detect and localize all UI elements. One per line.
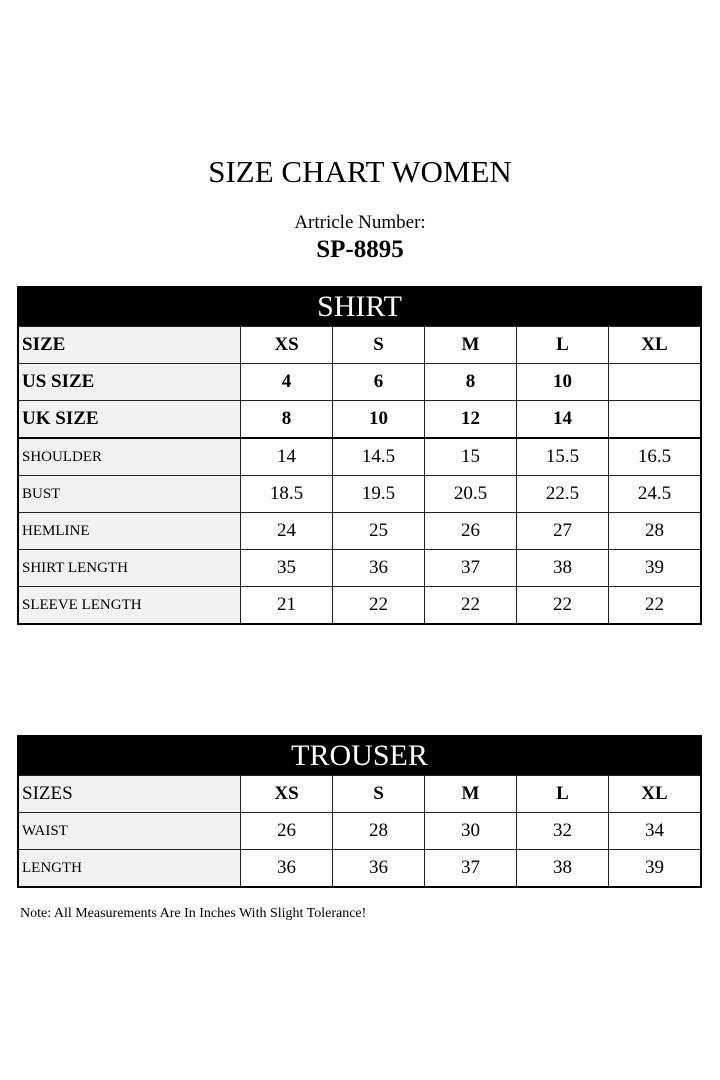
row-label: SLEEVE LENGTH [17,586,241,625]
trouser-heading: TROUSER [18,736,701,776]
table-row: SIZE XS S M L XL [17,326,702,364]
table-cell: 36 [240,849,333,888]
table-cell [608,363,702,401]
row-label: BUST [17,475,241,513]
table-row: SLEEVE LENGTH 21 22 22 22 22 [17,586,702,625]
measurement-note: Note: All Measurements Are In Inches Wit… [20,906,367,921]
page-title: SIZE CHART WOMEN [208,154,512,189]
table-cell: 6 [332,363,425,401]
table-cell: 32 [516,812,609,850]
row-label: HEMLINE [17,512,241,550]
table-cell: 10 [516,363,609,401]
row-label: WAIST [17,812,241,850]
table-cell: 8 [424,363,517,401]
table-cell: 10 [332,400,425,439]
table-cell: 24 [240,512,333,550]
table-cell: M [424,326,517,364]
table-cell: 4 [240,363,333,401]
row-label: LENGTH [17,849,241,888]
table-cell: XS [240,326,333,364]
table-cell: 8 [240,400,333,439]
table-row: US SIZE 4 6 8 10 [17,363,702,401]
table-cell: 28 [608,512,702,550]
table-cell: 19.5 [332,475,425,513]
table-cell: 21 [240,586,333,625]
row-label: SHOULDER [17,437,241,476]
table-cell [608,400,702,439]
table-cell: 14.5 [332,437,425,476]
trouser-size-table: TROUSER SIZES XS S M L XL WAIST 26 28 30 32 34 LENGTH… [17,735,702,888]
table-row: WAIST 26 28 30 32 34 [17,812,702,850]
table-cell: 16.5 [608,437,702,476]
table-cell: 36 [332,549,425,587]
table-cell: S [332,775,425,813]
table-cell: 15.5 [516,437,609,476]
table-cell: 38 [516,549,609,587]
table-cell: XL [608,775,702,813]
table-cell: 22.5 [516,475,609,513]
table-cell: XL [608,326,702,364]
table-cell: L [516,775,609,813]
table-row: SHIRT LENGTH 35 36 37 38 39 [17,549,702,587]
table-cell: 22 [516,586,609,625]
table-cell: 25 [332,512,425,550]
table-cell: 37 [424,849,517,888]
row-label: SIZE [17,326,241,364]
table-cell: XS [240,775,333,813]
table-row: SHOULDER 14 14.5 15 15.5 16.5 [17,437,702,476]
row-label: SHIRT LENGTH [17,549,241,587]
table-row: UK SIZE 8 10 12 14 [17,400,702,439]
article-number: SP-8895 [316,236,404,263]
table-cell: 27 [516,512,609,550]
table-cell: 14 [516,400,609,439]
table-cell: 18.5 [240,475,333,513]
table-cell: L [516,326,609,364]
table-cell: 28 [332,812,425,850]
table-cell: 22 [608,586,702,625]
table-row: HEMLINE 24 25 26 27 28 [17,512,702,550]
table-cell: 30 [424,812,517,850]
table-cell: 12 [424,400,517,439]
table-cell: 39 [608,549,702,587]
table-cell: 26 [240,812,333,850]
row-label: SIZES [17,775,241,813]
table-cell: 35 [240,549,333,587]
table-cell: 20.5 [424,475,517,513]
table-cell: S [332,326,425,364]
table-row: BUST 18.5 19.5 20.5 22.5 24.5 [17,475,702,513]
table-cell: 15 [424,437,517,476]
table-row: SIZES XS S M L XL [17,775,702,813]
table-cell: M [424,775,517,813]
table-cell: 38 [516,849,609,888]
table-cell: 37 [424,549,517,587]
table-cell: 34 [608,812,702,850]
row-label: UK SIZE [17,400,241,439]
table-cell: 39 [608,849,702,888]
article-number-label: Artricle Number: [294,212,426,233]
table-cell: 22 [332,586,425,625]
table-cell: 22 [424,586,517,625]
shirt-size-table: SHIRT SIZE XS S M L XL US SIZE 4 6 8 10 UK SIZE 8 10 12… [17,286,702,625]
table-cell: 14 [240,437,333,476]
table-row: LENGTH 36 36 37 38 39 [17,849,702,888]
table-cell: 24.5 [608,475,702,513]
shirt-heading: SHIRT [18,287,701,327]
table-cell: 26 [424,512,517,550]
table-cell: 36 [332,849,425,888]
row-label: US SIZE [17,363,241,401]
